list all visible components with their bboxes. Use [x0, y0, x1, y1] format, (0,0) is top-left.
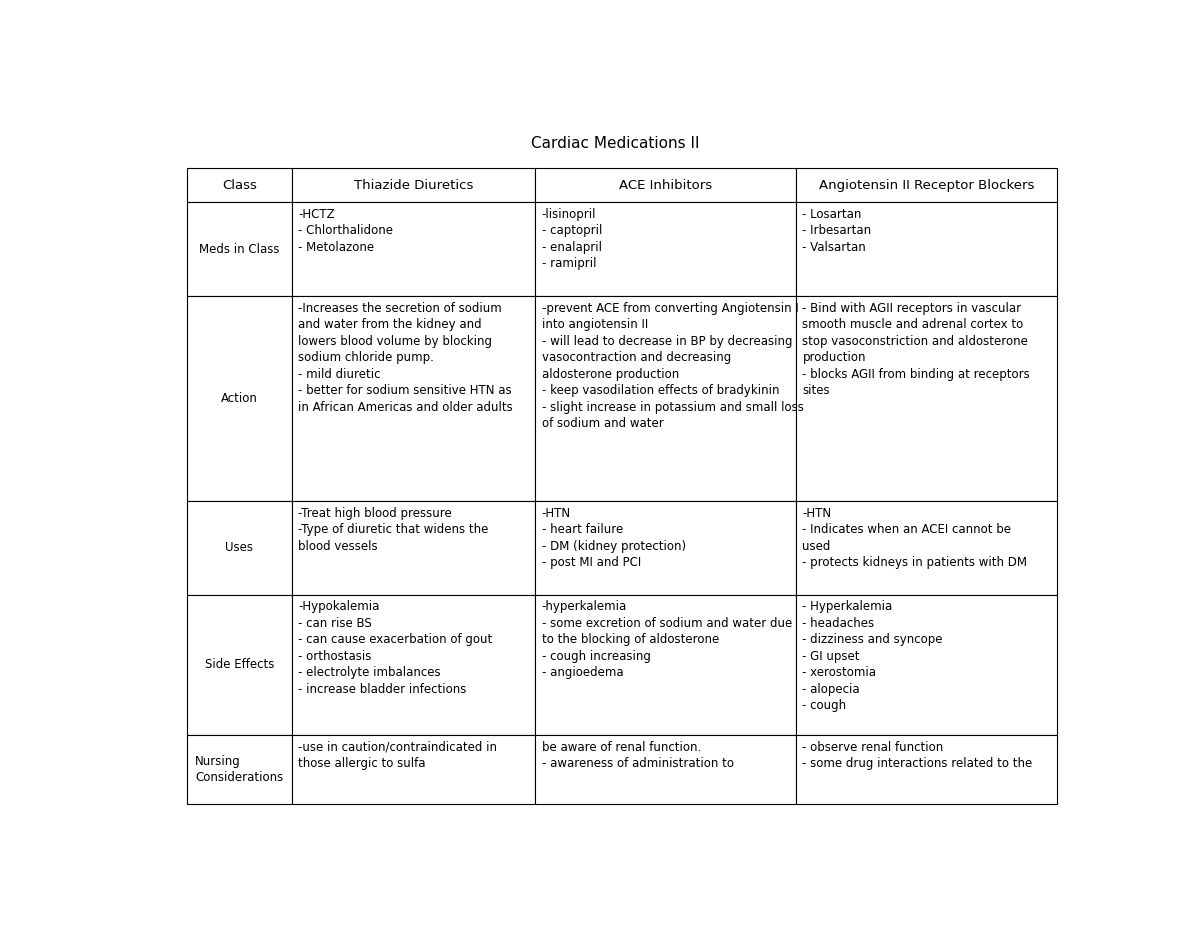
- Bar: [292, 202, 535, 296]
- Text: Nursing
Considerations: Nursing Considerations: [196, 755, 283, 784]
- Text: -HCTZ
- Chlorthalidone
- Metolazone: -HCTZ - Chlorthalidone - Metolazone: [298, 208, 394, 254]
- Bar: [796, 296, 1057, 502]
- Text: -Increases the secretion of sodium
and water from the kidney and
lowers blood vo: -Increases the secretion of sodium and w…: [298, 301, 512, 413]
- Text: -use in caution/contraindicated in
those allergic to sulfa: -use in caution/contraindicated in those…: [298, 741, 497, 770]
- Text: -hyperkalemia
- some excretion of sodium and water due
to the blocking of aldost: -hyperkalemia - some excretion of sodium…: [541, 601, 792, 679]
- Text: - Losartan
- Irbesartan
- Valsartan: - Losartan - Irbesartan - Valsartan: [803, 208, 871, 254]
- Bar: [535, 202, 796, 296]
- Text: - observe renal function
- some drug interactions related to the: - observe renal function - some drug int…: [803, 741, 1033, 770]
- Text: ACE Inhibitors: ACE Inhibitors: [619, 179, 712, 192]
- Text: -HTN
- Indicates when an ACEI cannot be
used
- protects kidneys in patients with: -HTN - Indicates when an ACEI cannot be …: [803, 507, 1027, 569]
- Bar: [535, 296, 796, 502]
- Bar: [292, 735, 535, 804]
- Bar: [796, 595, 1057, 735]
- Bar: [796, 735, 1057, 804]
- Bar: [292, 595, 535, 735]
- Text: Angiotensin II Receptor Blockers: Angiotensin II Receptor Blockers: [818, 179, 1034, 192]
- Text: - Bind with AGII receptors in vascular
smooth muscle and adrenal cortex to
stop : - Bind with AGII receptors in vascular s…: [803, 301, 1030, 397]
- Text: Action: Action: [221, 392, 258, 405]
- Bar: [796, 169, 1057, 202]
- Bar: [796, 502, 1057, 595]
- Text: be aware of renal function.
- awareness of administration to: be aware of renal function. - awareness …: [541, 741, 733, 770]
- Bar: [187, 202, 292, 296]
- Bar: [535, 595, 796, 735]
- Text: -HTN
- heart failure
- DM (kidney protection)
- post MI and PCI: -HTN - heart failure - DM (kidney protec…: [541, 507, 685, 569]
- Bar: [187, 735, 292, 804]
- Bar: [292, 296, 535, 502]
- Text: Side Effects: Side Effects: [205, 658, 274, 671]
- Text: Class: Class: [222, 179, 257, 192]
- Text: Uses: Uses: [226, 541, 253, 554]
- Bar: [535, 735, 796, 804]
- Bar: [187, 502, 292, 595]
- Text: -prevent ACE from converting Angiotensin I
into angiotensin II
- will lead to de: -prevent ACE from converting Angiotensin…: [541, 301, 804, 430]
- Text: -Treat high blood pressure
-Type of diuretic that widens the
blood vessels: -Treat high blood pressure -Type of diur…: [298, 507, 488, 552]
- Bar: [796, 202, 1057, 296]
- Bar: [535, 169, 796, 202]
- Bar: [187, 595, 292, 735]
- Bar: [187, 169, 292, 202]
- Text: -Hypokalemia
- can rise BS
- can cause exacerbation of gout
- orthostasis
- elec: -Hypokalemia - can rise BS - can cause e…: [298, 601, 492, 696]
- Bar: [187, 296, 292, 502]
- Text: Thiazide Diuretics: Thiazide Diuretics: [354, 179, 473, 192]
- Text: Meds in Class: Meds in Class: [199, 243, 280, 256]
- Bar: [535, 502, 796, 595]
- Bar: [292, 502, 535, 595]
- Text: -lisinopril
- captopril
- enalapril
- ramipril: -lisinopril - captopril - enalapril - ra…: [541, 208, 602, 271]
- Text: Cardiac Medications II: Cardiac Medications II: [530, 136, 700, 151]
- Text: - Hyperkalemia
- headaches
- dizziness and syncope
- GI upset
- xerostomia
- alo: - Hyperkalemia - headaches - dizziness a…: [803, 601, 943, 713]
- Bar: [292, 169, 535, 202]
